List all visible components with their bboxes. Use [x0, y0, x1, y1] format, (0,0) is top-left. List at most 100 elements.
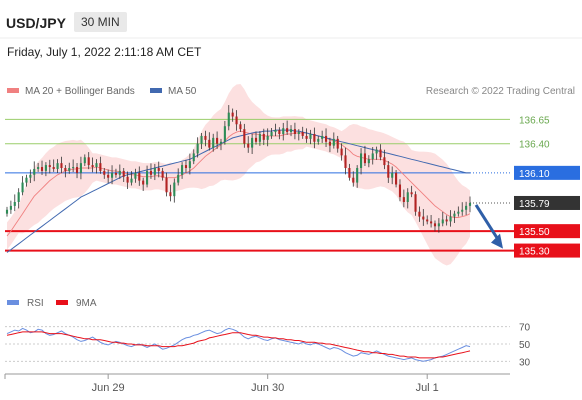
candle-body: [445, 219, 448, 222]
candle-body: [340, 148, 343, 156]
candle-body: [25, 177, 28, 183]
candle-body: [371, 153, 374, 160]
candle-body: [391, 172, 394, 178]
legend-label-9ma: 9MA: [76, 298, 97, 309]
candle-body: [72, 167, 75, 169]
candle-body: [60, 163, 63, 168]
rsi-tick-30: 30: [519, 357, 531, 368]
x-tick-label: Jun 30: [251, 382, 284, 394]
x-tick-label: Jun 29: [92, 382, 125, 394]
candle-body: [9, 205, 12, 210]
candle-body: [243, 129, 246, 144]
level-tag-text-135.50: 135.50: [519, 227, 550, 238]
price-tags: 136.65 136.40 136.10 135.79 135.50 135.30: [514, 115, 580, 258]
candle-body: [52, 167, 55, 169]
candle-body: [398, 184, 402, 198]
candle-body: [301, 132, 304, 136]
candle-body: [441, 219, 444, 224]
candle-body: [40, 167, 44, 171]
candle-body: [375, 149, 378, 154]
candle-body: [192, 153, 195, 162]
rsi-panel: 70 50 30: [5, 323, 531, 368]
candle-body: [173, 182, 176, 197]
candle-body: [83, 157, 86, 164]
datetime-label: Friday, July 1, 2022 2:11:18 AM CET: [7, 45, 202, 59]
ma20-line: [6, 130, 471, 237]
legend-swatch-rsi: [7, 300, 19, 305]
candle-body: [293, 129, 296, 134]
candle-body: [130, 178, 133, 183]
candle-body: [465, 205, 468, 210]
candle-body: [274, 130, 277, 133]
candle-body: [305, 135, 308, 139]
candle-body: [449, 216, 452, 222]
candles: [5, 105, 472, 233]
candle-body: [313, 134, 316, 142]
candle-body: [68, 168, 71, 171]
level-label-136.65: 136.65: [519, 115, 550, 126]
candle-body: [258, 134, 261, 142]
forecast-arrow-shaft: [474, 204, 502, 244]
forecast-arrowhead: [491, 233, 503, 249]
candle-body: [266, 135, 269, 140]
candle-body: [235, 116, 238, 125]
candle-body: [17, 192, 20, 202]
candle-body: [79, 163, 82, 173]
level-tag-135.50: [514, 224, 580, 239]
candle-body: [262, 134, 265, 140]
candle-body: [44, 165, 47, 171]
timeframe-button[interactable]: 30 MIN: [74, 12, 127, 32]
candle-body: [332, 138, 335, 146]
candle-body: [348, 168, 351, 178]
candle-body: [321, 135, 324, 139]
level-tag-135.30: [514, 243, 580, 258]
candle-body: [282, 128, 285, 134]
candle-body: [110, 172, 114, 178]
candle-body: [414, 194, 417, 212]
candle-body: [157, 168, 160, 171]
candle-body: [219, 141, 223, 144]
candle-body: [122, 170, 125, 177]
candle-body: [149, 170, 153, 175]
candle-body: [142, 180, 145, 185]
candle-body: [270, 132, 273, 136]
candle-body: [227, 112, 230, 127]
candle-body: [29, 174, 32, 178]
candle-body: [289, 129, 293, 133]
candle-body: [410, 192, 413, 195]
candle-body: [126, 176, 129, 183]
candle-body: [324, 135, 328, 142]
candle-body: [387, 165, 390, 178]
candle-body: [165, 177, 168, 193]
x-axis: Jun 29 Jun 30 Jul 1: [4, 374, 439, 394]
candle-body: [153, 168, 156, 175]
x-tick-label: Jul 1: [416, 382, 439, 394]
candle-body: [297, 132, 300, 134]
candle-body: [418, 211, 421, 217]
candle-body: [118, 170, 121, 175]
candle-body: [231, 112, 234, 117]
symbol-title: USD/JPY: [6, 15, 66, 31]
candle-body: [251, 137, 254, 148]
candle-body: [402, 197, 405, 202]
candle-body: [5, 209, 9, 214]
candle-body: [181, 165, 184, 175]
candle-body: [196, 143, 199, 154]
candle-body: [433, 223, 437, 227]
candle-body: [352, 177, 355, 183]
candle-body: [363, 153, 367, 164]
candle-body: [254, 137, 258, 142]
level-tag-text-136.10: 136.10: [519, 169, 550, 180]
legend-swatch-9ma: [56, 300, 68, 305]
candle-body: [188, 161, 191, 168]
level-tag-136.10: [514, 165, 580, 180]
candle-body: [437, 223, 440, 227]
candle-body: [223, 126, 226, 142]
candle-body: [95, 163, 98, 168]
rsi-tick-70: 70: [519, 323, 531, 334]
price-levels: [5, 118, 515, 252]
candle-body: [48, 165, 51, 168]
candle-body: [328, 141, 331, 146]
candle-body: [426, 219, 429, 222]
